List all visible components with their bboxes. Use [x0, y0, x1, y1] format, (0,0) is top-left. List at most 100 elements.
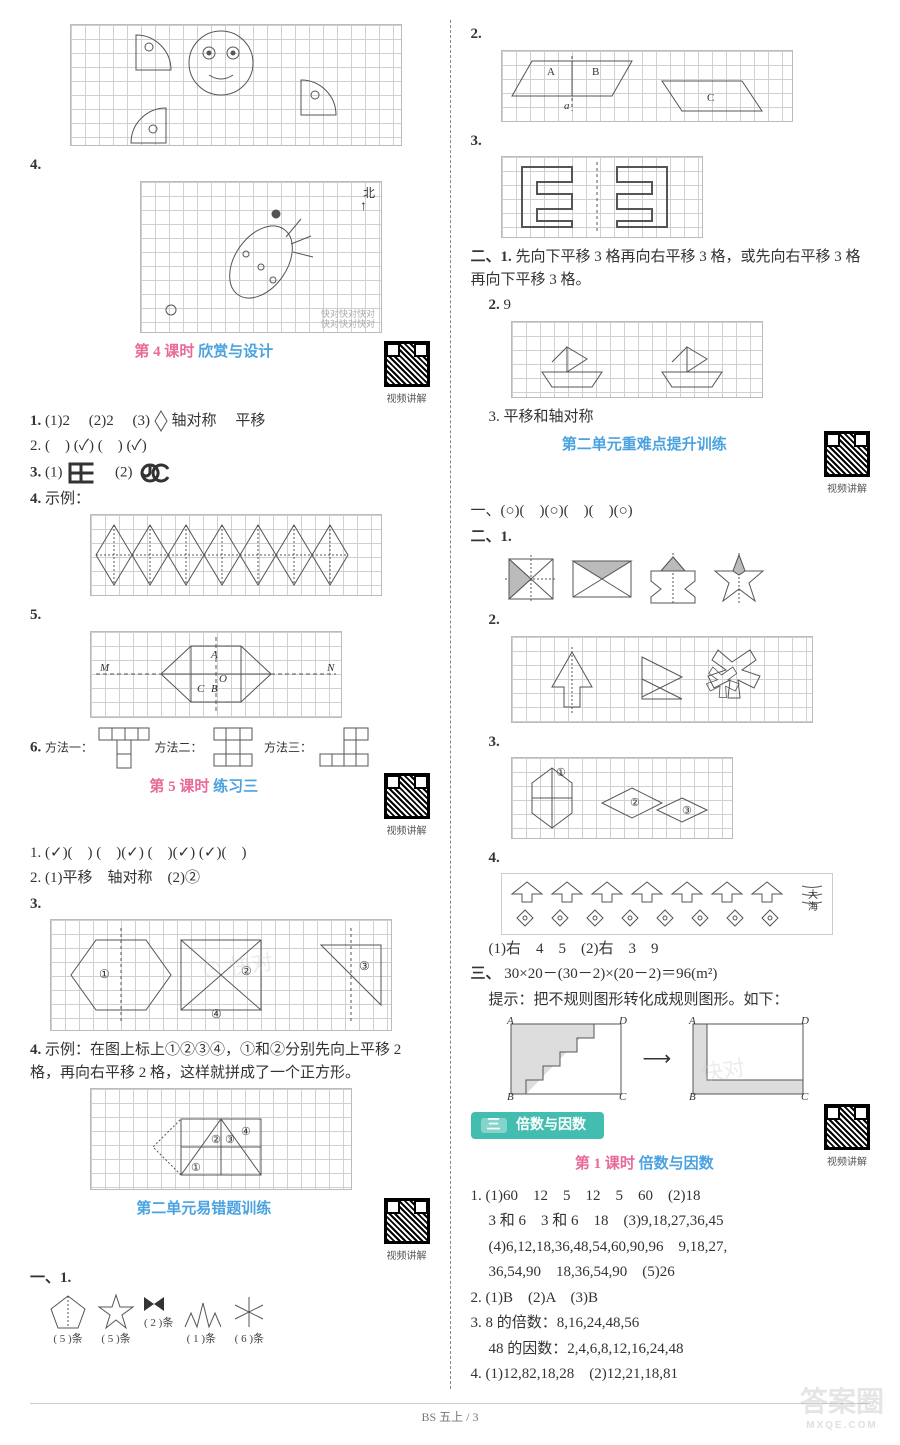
page-footer: BS 五上 / 3 答案圈 MXQE.COM — [30, 1403, 870, 1425]
method2-svg — [206, 726, 260, 770]
grid-top-svg — [71, 25, 401, 145]
diamond-icon — [154, 410, 168, 432]
answer-row: 3 和 6 3 和 6 18 (3)9,18,27,36,45 — [471, 1210, 871, 1233]
answer-text: 先向下平移 3 格再向右平移 3 格，或先向右平移 3 格再向下平移 3 格。 — [471, 249, 861, 288]
shape-d — [709, 551, 769, 606]
q-label: 5. — [30, 607, 41, 623]
glyph-oc-icon — [136, 461, 172, 485]
svg-text:①: ① — [556, 767, 566, 779]
svg-text:B: B — [592, 66, 599, 78]
svg-text:海: 海 — [808, 900, 818, 913]
qr-icon — [384, 773, 430, 819]
answer-row: 2. (1)平移 轴对称 (2)② — [30, 867, 430, 890]
qr-block: 视频讲解 — [824, 431, 870, 497]
answer-row: 1. (1)2 (2)2 (3) 轴对称 平移 — [30, 410, 430, 433]
q-label: 4. — [30, 157, 41, 173]
q-label: 2. — [489, 297, 500, 313]
answer-row: (1)右 4 5 (2)右 3 9 — [471, 938, 871, 961]
qr-block: 视频讲解 — [824, 1104, 870, 1170]
figure-s5-q4b: ①② ③④ — [90, 1088, 352, 1190]
answer-row: 2. (1)B (2)A (3)B — [471, 1287, 871, 1310]
svg-text:C: C — [619, 1091, 627, 1103]
watermark-big: 答案圈 MXQE.COM — [800, 1380, 884, 1431]
svg-text:③: ③ — [682, 805, 692, 817]
answer-text: (2) — [115, 464, 133, 480]
answer-text: 平移 — [235, 413, 265, 429]
label-b: B — [211, 683, 218, 695]
s5-q4b-svg: ①② ③④ — [91, 1089, 351, 1189]
qr-block: 视频讲解 — [384, 1198, 430, 1264]
svg-text:C: C — [801, 1091, 809, 1103]
shape-stairs: AD BC — [501, 1014, 631, 1104]
qr-icon — [384, 341, 430, 387]
h-q2-2-svg — [512, 637, 812, 722]
q-label: 3. — [30, 896, 41, 912]
r-q2-svg: AB a C — [502, 51, 792, 121]
title-prefix: 第 5 课时 — [149, 779, 209, 795]
svg-text:A: A — [688, 1015, 696, 1027]
answer-text: (2)2 — [89, 413, 114, 429]
svg-text:C: C — [707, 92, 714, 104]
glyph-e-icon — [66, 461, 96, 485]
answer-text: 提示：把不规则图形转化成规则图形。如下： — [471, 989, 871, 1012]
shape-a — [501, 551, 561, 606]
method1-svg — [97, 726, 151, 770]
figure-r-q2: AB a C — [501, 50, 793, 122]
watermark-sub: MXQE.COM — [800, 1420, 884, 1431]
answer-row: 一、(○)( )(○)( )( )(○) — [471, 500, 871, 523]
answer-text: 示例： — [45, 491, 90, 507]
section-title: 第 4 课时 欣赏与设计 — [30, 341, 430, 364]
figure-tessellation — [90, 514, 382, 596]
answer-row: 2. 9 — [471, 294, 871, 317]
svg-text:④: ④ — [211, 1007, 222, 1021]
pentagon-icon — [48, 1293, 88, 1331]
q-label: 4. — [30, 491, 41, 507]
section-title: 第二单元重难点提升训练 — [471, 434, 871, 457]
answer-row: 3. 平移和轴对称 — [471, 406, 871, 429]
figure-r-q3 — [501, 156, 703, 238]
star-icon — [96, 1293, 136, 1331]
answer-row: 一、1. — [30, 1267, 430, 1290]
count-label: ( 5 )条 — [48, 1331, 88, 1348]
qr-icon — [384, 1198, 430, 1244]
figure-h-q3-transform: AD BC ⟶ AD BC 快对 — [501, 1014, 871, 1104]
answer-row: 2. ( ) (✓) ( ) (✓) — [30, 435, 430, 458]
arrow-icon: ⟶ — [643, 1044, 672, 1074]
count-label: ( 5 )条 — [96, 1331, 136, 1348]
title-prefix: 第 4 课时 — [134, 344, 194, 360]
svg-text:D: D — [800, 1015, 809, 1027]
r-q3-svg — [502, 157, 702, 237]
answer-text: (3) — [133, 413, 151, 429]
qr-icon — [824, 431, 870, 477]
qr-caption: 视频讲解 — [824, 1155, 870, 1170]
svg-text:N: N — [326, 662, 335, 674]
bowtie-icon — [144, 1297, 164, 1311]
chapter-pill: 三 倍数与因数 — [471, 1112, 605, 1139]
s5-q3-svg: ① ② ③ ④ — [51, 920, 391, 1030]
figure-grid-top — [70, 24, 402, 146]
q-label: 3. — [489, 734, 500, 750]
answer-row: 6. 方法一： 方法二： 方法三： — [30, 726, 430, 770]
label-c: C — [197, 683, 205, 695]
svg-text:A: A — [506, 1015, 514, 1027]
figure-grid-carrot: 北 ↑ 快对快对快对 快对快对快对 — [140, 181, 382, 333]
answer-text: (1) — [45, 464, 63, 480]
answer-row: 3. (1) (2) — [30, 461, 430, 485]
svg-text:O: O — [219, 673, 227, 685]
qr-block: 视频讲解 — [384, 773, 430, 839]
answer-row: 4. 示例：在图上标上①②③④，①和②分别先向上平移 2 格，再向右平移 2 格… — [30, 1039, 430, 1084]
north-arrow: ↑ — [360, 196, 367, 217]
watermark-text: 快对快对快对 — [321, 320, 375, 330]
answer-text: 示例：在图上标上①②③④，①和②分别先向上平移 2 格，再向右平移 2 格，这样… — [30, 1042, 401, 1081]
q-label: 一、1. — [30, 1270, 71, 1286]
svg-text:A: A — [547, 66, 555, 78]
answer-row: 二、1. 先向下平移 3 格再向右平移 3 格，或先向右平移 3 格再向下平移 … — [471, 246, 871, 291]
section-title: 第 5 课时 练习三 — [30, 776, 430, 799]
answer-row: 3. 8 的倍数：8,16,24,48,56 — [471, 1312, 871, 1335]
mn-svg: MN A B C O — [91, 632, 341, 717]
qr-icon — [824, 1104, 870, 1150]
shape-strip — [501, 551, 871, 606]
label-a: A — [210, 649, 218, 661]
section-title: 第 1 课时 倍数与因数 — [471, 1153, 871, 1176]
answer-text: (1)2 — [45, 413, 70, 429]
